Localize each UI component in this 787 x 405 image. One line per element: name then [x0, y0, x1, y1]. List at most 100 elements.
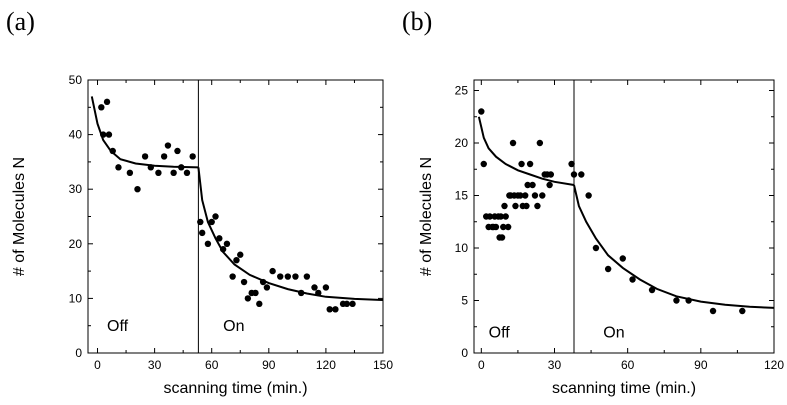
data-point [568, 160, 575, 168]
y-axis-title: # of Molecules N [418, 157, 435, 276]
data-point [219, 246, 227, 253]
data-point [502, 213, 509, 220]
data-point [529, 181, 536, 189]
data-point [183, 169, 191, 177]
data-point [269, 267, 276, 275]
data-point [534, 202, 541, 210]
data-point [570, 171, 578, 178]
data-point [349, 300, 356, 308]
data-point [343, 300, 351, 308]
data-point [673, 297, 680, 304]
y-tick-label: 25 [455, 84, 469, 98]
data-point [115, 164, 122, 171]
data-point [501, 202, 508, 210]
data-point [536, 139, 544, 147]
x-tick-label: 90 [694, 358, 708, 372]
data-point [160, 153, 168, 160]
data-point [164, 142, 172, 149]
data-point [522, 192, 529, 199]
data-point [518, 160, 525, 168]
data-point [100, 131, 107, 138]
y-tick-label: 10 [69, 291, 83, 305]
data-point [303, 273, 311, 280]
data-point [509, 139, 517, 147]
fit-curve-segment [477, 116, 575, 186]
plot-frame [87, 79, 384, 354]
x-tick-label: 0 [94, 358, 101, 372]
y-tick-label: 0 [461, 346, 468, 360]
annotation-off: Off [107, 318, 129, 335]
data-point [98, 104, 105, 111]
data-point [517, 192, 524, 199]
data-point [252, 289, 259, 297]
x-tick-label: 60 [205, 358, 219, 372]
data-point [480, 160, 487, 168]
x-tick-label: 120 [316, 358, 336, 372]
data-point [208, 218, 215, 226]
data-point [277, 273, 284, 280]
x-tick-label: 30 [548, 358, 562, 372]
data-point [155, 169, 162, 177]
x-tick-label: 0 [478, 358, 485, 372]
data-point [256, 300, 263, 308]
data-point [524, 181, 531, 189]
data-point [147, 164, 155, 171]
data-point [204, 240, 212, 247]
annotation-on: On [603, 324, 624, 341]
data-point [216, 235, 223, 242]
y-tick-label: 5 [461, 294, 468, 308]
data-point [500, 223, 507, 231]
y-axis-title: # of Molecules N [11, 157, 28, 276]
fit-curve-segment [573, 184, 775, 309]
data-point [259, 278, 267, 286]
y-tick-label: 50 [69, 73, 83, 87]
data-point [512, 202, 519, 210]
fit-curve-segment [90, 96, 199, 169]
data-point [648, 286, 656, 294]
data-point [244, 295, 252, 302]
y-tick-label: 30 [69, 182, 83, 196]
y-tick-label: 15 [455, 189, 469, 203]
data-point [141, 153, 149, 160]
x-tick-label: 120 [764, 358, 784, 372]
data-point [170, 169, 177, 177]
data-point [585, 192, 592, 199]
data-point [322, 284, 330, 291]
data-point [578, 171, 585, 178]
data-point [263, 284, 271, 291]
data-point [531, 192, 539, 199]
panel-label: (a) [6, 7, 35, 36]
data-point [504, 223, 512, 231]
x-tick-label: 60 [621, 358, 635, 372]
data-point [292, 273, 299, 280]
x-tick-label: 90 [262, 358, 276, 372]
data-point [109, 147, 116, 155]
data-point [311, 284, 318, 291]
data-point [526, 160, 534, 168]
x-tick-label: 150 [373, 358, 393, 372]
data-point [478, 108, 485, 115]
chart-panel-a: (a) 0 30 60 90 120 150 0 10 20 30 40 50 scanning time… [6, 7, 393, 397]
data-point [326, 306, 333, 313]
data-point [497, 213, 505, 220]
data-point [685, 297, 692, 304]
data-point [189, 153, 196, 160]
data-point [240, 278, 248, 286]
data-point [284, 273, 292, 280]
y-tick-label: 20 [69, 237, 83, 251]
data-point [546, 181, 553, 189]
y-tick-label: 10 [455, 241, 469, 255]
data-point [332, 306, 339, 313]
data-point [547, 171, 555, 178]
data-point [134, 186, 141, 193]
data-point [174, 147, 181, 155]
data-point [539, 192, 546, 199]
x-axis-title: scanning time (min.) [552, 380, 696, 397]
data-point [223, 240, 231, 247]
data-point [523, 202, 530, 210]
data-point [212, 213, 219, 220]
data-point [492, 223, 500, 231]
data-point [604, 265, 612, 273]
x-axis-title: scanning time (min.) [163, 380, 307, 397]
